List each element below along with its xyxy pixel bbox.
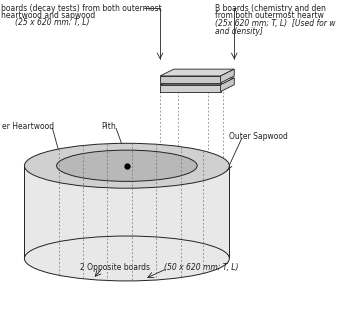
- Ellipse shape: [57, 150, 197, 181]
- Text: heartwood and sapwood: heartwood and sapwood: [1, 11, 95, 20]
- Polygon shape: [160, 85, 221, 91]
- Polygon shape: [221, 69, 234, 83]
- Text: B boards (chemistry and den: B boards (chemistry and den: [215, 4, 326, 13]
- Polygon shape: [221, 78, 234, 91]
- Text: (25x 620 mm; T, L)  [Used for w: (25x 620 mm; T, L) [Used for w: [215, 19, 335, 28]
- Text: from both outermost heartw: from both outermost heartw: [215, 11, 324, 20]
- Polygon shape: [160, 69, 234, 76]
- Text: Outer Sapwood: Outer Sapwood: [229, 132, 288, 141]
- Text: and density]: and density]: [215, 27, 262, 36]
- Text: er Heartwood: er Heartwood: [2, 122, 54, 131]
- Polygon shape: [160, 76, 221, 83]
- Text: (25 x 620 mm; T, L): (25 x 620 mm; T, L): [15, 18, 89, 27]
- Ellipse shape: [24, 143, 229, 188]
- Polygon shape: [160, 78, 234, 85]
- Text: boards (decay tests) from both outermost: boards (decay tests) from both outermost: [1, 4, 162, 13]
- Text: (50 x 620 mm; T, L): (50 x 620 mm; T, L): [164, 263, 238, 272]
- Ellipse shape: [24, 236, 229, 281]
- Text: Pith: Pith: [102, 122, 116, 131]
- Text: 2 Opposite boards: 2 Opposite boards: [80, 263, 150, 272]
- Polygon shape: [24, 166, 229, 258]
